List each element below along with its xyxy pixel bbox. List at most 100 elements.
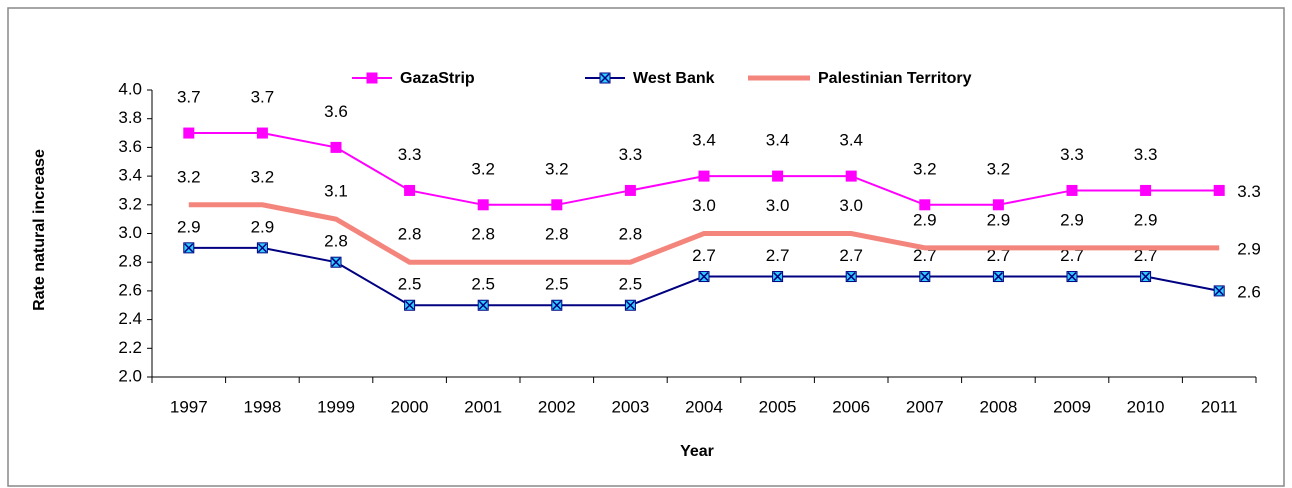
data-label: 3.1 — [324, 182, 348, 201]
legend-label: Palestinian Territory — [818, 70, 972, 87]
data-label: 2.8 — [324, 232, 348, 251]
marker-cross — [846, 272, 856, 282]
data-label: 3.0 — [839, 196, 863, 215]
data-label: 3.0 — [692, 196, 716, 215]
data-label: 2.8 — [471, 225, 495, 244]
data-label: 2.5 — [619, 275, 643, 294]
data-label: 3.0 — [766, 196, 790, 215]
data-label: 2.5 — [471, 275, 495, 294]
data-point — [772, 170, 784, 182]
data-label: 2.9 — [987, 210, 1011, 229]
marker-cross — [1141, 272, 1151, 282]
data-point — [1140, 184, 1152, 196]
series-line — [188, 202, 1220, 265]
data-point — [256, 127, 268, 139]
data-point — [845, 170, 857, 182]
data-label: 2.7 — [766, 246, 790, 265]
data-label: 3.3 — [1237, 182, 1261, 201]
data-label: 3.4 — [692, 131, 716, 150]
y-tick-label: 3.0 — [118, 223, 142, 242]
x-tick-label: 2003 — [611, 397, 649, 416]
data-label: 3.2 — [913, 159, 937, 178]
x-tick-label: 2006 — [832, 397, 870, 416]
x-tick-label: 2005 — [759, 397, 797, 416]
data-label: 3.4 — [766, 131, 790, 150]
data-label: 3.7 — [251, 88, 275, 107]
data-label: 2.5 — [398, 275, 422, 294]
legend-marker — [366, 72, 378, 84]
data-label: 3.3 — [398, 145, 422, 164]
y-tick-label: 3.2 — [118, 194, 142, 213]
x-tick-label: 1999 — [317, 397, 355, 416]
x-tick-label: 2002 — [538, 397, 576, 416]
x-tick-label: 2008 — [979, 397, 1017, 416]
y-axis-title: Rate natural increase — [31, 149, 48, 311]
data-label: 2.7 — [913, 246, 937, 265]
data-label: 3.3 — [619, 145, 643, 164]
x-tick-label: 2004 — [685, 397, 723, 416]
data-label: 3.2 — [251, 167, 275, 186]
marker-cross — [405, 300, 415, 310]
y-tick-label: 4.0 — [118, 79, 142, 98]
marker-cross — [699, 272, 709, 282]
data-label: 2.8 — [545, 225, 569, 244]
y-tick-label: 2.8 — [118, 252, 142, 271]
y-tick-label: 3.6 — [118, 137, 142, 156]
data-point — [477, 199, 489, 211]
marker-cross — [920, 272, 930, 282]
data-label: 3.2 — [545, 159, 569, 178]
y-tick-label: 3.8 — [118, 108, 142, 127]
data-point — [183, 127, 195, 139]
data-label: 2.7 — [692, 246, 716, 265]
data-point — [1213, 184, 1225, 196]
x-tick-label: 2010 — [1127, 397, 1165, 416]
legend-label: West Bank — [633, 70, 715, 87]
marker-cross — [600, 73, 610, 83]
y-tick-label: 2.2 — [118, 338, 142, 357]
data-label: 3.2 — [177, 167, 201, 186]
data-label: 2.5 — [545, 275, 569, 294]
data-label: 3.4 — [839, 131, 863, 150]
marker-cross — [1067, 272, 1077, 282]
data-label: 3.7 — [177, 88, 201, 107]
x-axis-title: Year — [680, 443, 714, 460]
data-label: 2.9 — [913, 210, 937, 229]
x-tick-label: 1998 — [243, 397, 281, 416]
marker-cross — [552, 300, 562, 310]
data-point — [992, 199, 1004, 211]
data-point — [404, 184, 416, 196]
data-label: 2.6 — [1237, 282, 1261, 301]
marker-cross — [625, 300, 635, 310]
data-label: 2.9 — [1134, 210, 1158, 229]
data-label: 3.6 — [324, 102, 348, 121]
marker-cross — [993, 272, 1003, 282]
x-tick-label: 2007 — [906, 397, 944, 416]
x-tick-label: 2000 — [391, 397, 429, 416]
data-label: 3.2 — [987, 159, 1011, 178]
data-label: 3.3 — [1060, 145, 1084, 164]
marker-cross — [184, 243, 194, 253]
data-label: 2.9 — [1237, 239, 1261, 258]
data-label: 2.9 — [177, 217, 201, 236]
x-tick-label: 2011 — [1201, 397, 1238, 416]
data-label: 2.9 — [1060, 210, 1084, 229]
y-tick-label: 2.4 — [118, 309, 142, 328]
data-point — [698, 170, 710, 182]
data-point — [551, 199, 563, 211]
marker-cross — [257, 243, 267, 253]
marker-cross — [773, 272, 783, 282]
y-tick-label: 2.6 — [118, 280, 142, 299]
data-label: 3.3 — [1134, 145, 1158, 164]
data-label: 2.7 — [1060, 246, 1084, 265]
y-tick-label: 2.0 — [118, 366, 142, 385]
data-label: 2.9 — [251, 217, 275, 236]
x-tick-label: 1997 — [170, 397, 208, 416]
data-label: 2.7 — [839, 246, 863, 265]
data-label: 2.8 — [398, 225, 422, 244]
data-label: 2.7 — [1134, 246, 1158, 265]
data-point — [624, 184, 636, 196]
data-label: 3.2 — [471, 159, 495, 178]
x-tick-label: 2009 — [1053, 397, 1091, 416]
